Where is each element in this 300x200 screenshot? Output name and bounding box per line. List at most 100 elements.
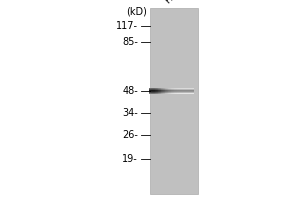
Bar — [185, 93, 186, 94]
Bar — [156, 92, 157, 93]
Text: 117-: 117- — [116, 21, 138, 31]
Bar — [190, 90, 191, 91]
Bar — [163, 91, 164, 92]
Bar — [167, 91, 168, 92]
Bar — [187, 88, 188, 89]
Bar — [186, 90, 187, 91]
Bar — [164, 91, 165, 92]
Bar — [149, 93, 150, 94]
Bar — [173, 91, 174, 92]
Bar — [181, 88, 182, 89]
Bar — [189, 91, 190, 92]
Bar — [151, 93, 152, 94]
Bar — [157, 88, 158, 89]
Bar — [155, 88, 156, 89]
Bar — [159, 88, 160, 89]
Bar — [179, 93, 180, 94]
Bar — [162, 88, 163, 89]
Bar — [163, 90, 164, 91]
Bar — [148, 89, 149, 90]
Bar — [169, 91, 170, 92]
Bar — [188, 90, 189, 91]
Bar — [153, 90, 154, 91]
Bar — [182, 91, 183, 92]
Text: 19-: 19- — [122, 154, 138, 164]
Bar — [174, 89, 175, 90]
Bar — [186, 93, 187, 94]
Bar — [167, 93, 168, 94]
Bar — [160, 89, 161, 90]
Bar — [149, 90, 150, 91]
Bar — [153, 88, 154, 89]
Bar — [168, 93, 169, 94]
Bar — [161, 91, 162, 92]
Bar — [185, 88, 186, 89]
Bar — [177, 88, 178, 89]
Bar — [176, 91, 177, 92]
Bar — [189, 89, 190, 90]
Bar — [193, 90, 194, 91]
Bar — [152, 88, 153, 89]
Bar — [187, 91, 188, 92]
Bar — [173, 92, 174, 93]
Bar — [183, 93, 184, 94]
Bar — [175, 88, 176, 89]
Bar — [171, 88, 172, 89]
Bar — [149, 92, 150, 93]
Bar — [189, 92, 190, 93]
Bar — [157, 93, 158, 94]
Bar — [182, 93, 183, 94]
Bar — [150, 90, 151, 91]
Bar — [159, 91, 160, 92]
Bar — [158, 91, 159, 92]
Bar — [166, 89, 167, 90]
Bar — [175, 90, 176, 91]
Bar — [167, 92, 168, 93]
Bar — [149, 89, 150, 90]
Bar — [173, 93, 174, 94]
Bar — [168, 89, 169, 90]
Bar — [176, 90, 177, 91]
Bar — [152, 93, 153, 94]
Bar — [178, 90, 179, 91]
Bar — [177, 90, 178, 91]
Bar — [154, 89, 155, 90]
Bar — [184, 89, 185, 90]
Bar — [181, 93, 182, 94]
Bar — [149, 91, 150, 92]
Bar — [164, 93, 165, 94]
Bar — [174, 92, 175, 93]
Text: 26-: 26- — [122, 130, 138, 140]
Bar — [184, 93, 185, 94]
Bar — [188, 88, 189, 89]
Bar — [177, 89, 178, 90]
Bar — [172, 92, 173, 93]
Bar — [191, 93, 192, 94]
Bar — [167, 88, 168, 89]
Bar — [168, 90, 169, 91]
Bar — [193, 89, 194, 90]
Bar — [190, 89, 191, 90]
Bar — [182, 90, 183, 91]
Bar — [166, 90, 167, 91]
Bar — [180, 89, 181, 90]
Bar — [176, 92, 177, 93]
Bar — [183, 92, 184, 93]
Bar — [191, 90, 192, 91]
Bar — [184, 90, 185, 91]
Bar — [178, 93, 179, 94]
Bar — [191, 89, 192, 90]
Bar — [153, 91, 154, 92]
Bar — [148, 92, 149, 93]
Text: 48-: 48- — [122, 86, 138, 96]
Bar — [190, 91, 191, 92]
Bar — [183, 89, 184, 90]
Bar — [161, 92, 162, 93]
Bar — [169, 93, 170, 94]
Bar — [192, 88, 193, 89]
Bar — [164, 90, 165, 91]
Bar — [191, 91, 192, 92]
Bar — [186, 91, 187, 92]
Bar — [155, 90, 156, 91]
Bar — [148, 88, 149, 89]
